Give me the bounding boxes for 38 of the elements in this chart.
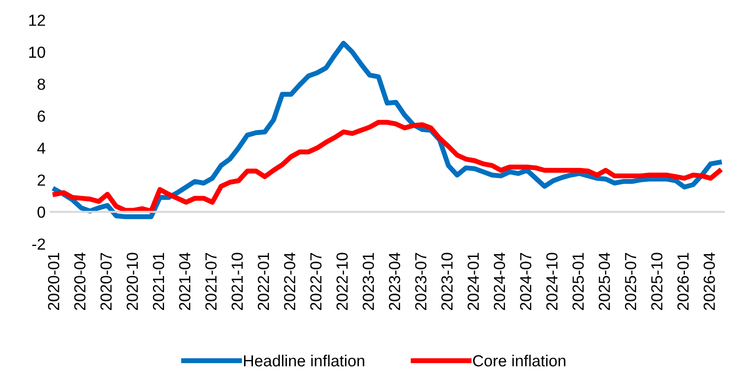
legend-label: Headline inflation bbox=[244, 354, 364, 366]
y-tick-label: 2 bbox=[38, 174, 45, 186]
y-tick-label: 8 bbox=[38, 78, 46, 90]
x-tick-label: 2023-07 bbox=[415, 252, 426, 310]
x-tick-label: 2025-10 bbox=[651, 252, 662, 310]
x-tick-label: 2023-10 bbox=[441, 252, 453, 310]
x-tick-label: 2024-04 bbox=[494, 252, 506, 310]
x-tick-label: 2021-01 bbox=[152, 252, 164, 310]
x-tick-label: 2025-01 bbox=[572, 252, 584, 310]
x-tick-label: 2024-10 bbox=[546, 252, 558, 310]
x-tick-label: 2020-10 bbox=[126, 252, 138, 310]
legend-label: Core inflation bbox=[473, 354, 566, 366]
x-tick-label: 2021-10 bbox=[232, 252, 243, 310]
x-tick-label: 2022-10 bbox=[336, 252, 348, 310]
y-tick-label: 0 bbox=[38, 206, 46, 218]
x-tick-label: 2023-01 bbox=[362, 252, 374, 310]
y-tick-label: 10 bbox=[29, 46, 46, 58]
x-tick-label: 2026-04 bbox=[704, 252, 715, 310]
y-tick-label: 12 bbox=[29, 14, 45, 26]
x-tick-label: 2020-01 bbox=[48, 252, 60, 310]
x-tick-label: 2022-04 bbox=[284, 252, 296, 310]
x-tick-label: 2022-07 bbox=[310, 252, 322, 310]
x-tick-label: 2021-07 bbox=[205, 252, 217, 310]
line-series bbox=[52, 120, 722, 214]
y-tick-label: -2 bbox=[32, 238, 45, 250]
x-tick-label: 2022-01 bbox=[258, 252, 270, 310]
y-tick-label: 4 bbox=[37, 142, 46, 154]
x-tick-label: 2023-04 bbox=[388, 252, 400, 310]
y-tick-label: 6 bbox=[38, 110, 46, 122]
line-series bbox=[52, 40, 722, 220]
x-tick-label: 2020-07 bbox=[100, 252, 112, 310]
x-tick-label: 2021-04 bbox=[179, 252, 190, 310]
x-tick-label: 2024-07 bbox=[520, 252, 532, 310]
x-tick-label: 2025-04 bbox=[598, 252, 610, 310]
x-tick-label: 2020-04 bbox=[74, 252, 86, 310]
x-tick-label: 2026-01 bbox=[677, 252, 689, 310]
x-tick-label: 2024-01 bbox=[468, 252, 479, 310]
x-tick-label: 2025-07 bbox=[624, 252, 636, 310]
